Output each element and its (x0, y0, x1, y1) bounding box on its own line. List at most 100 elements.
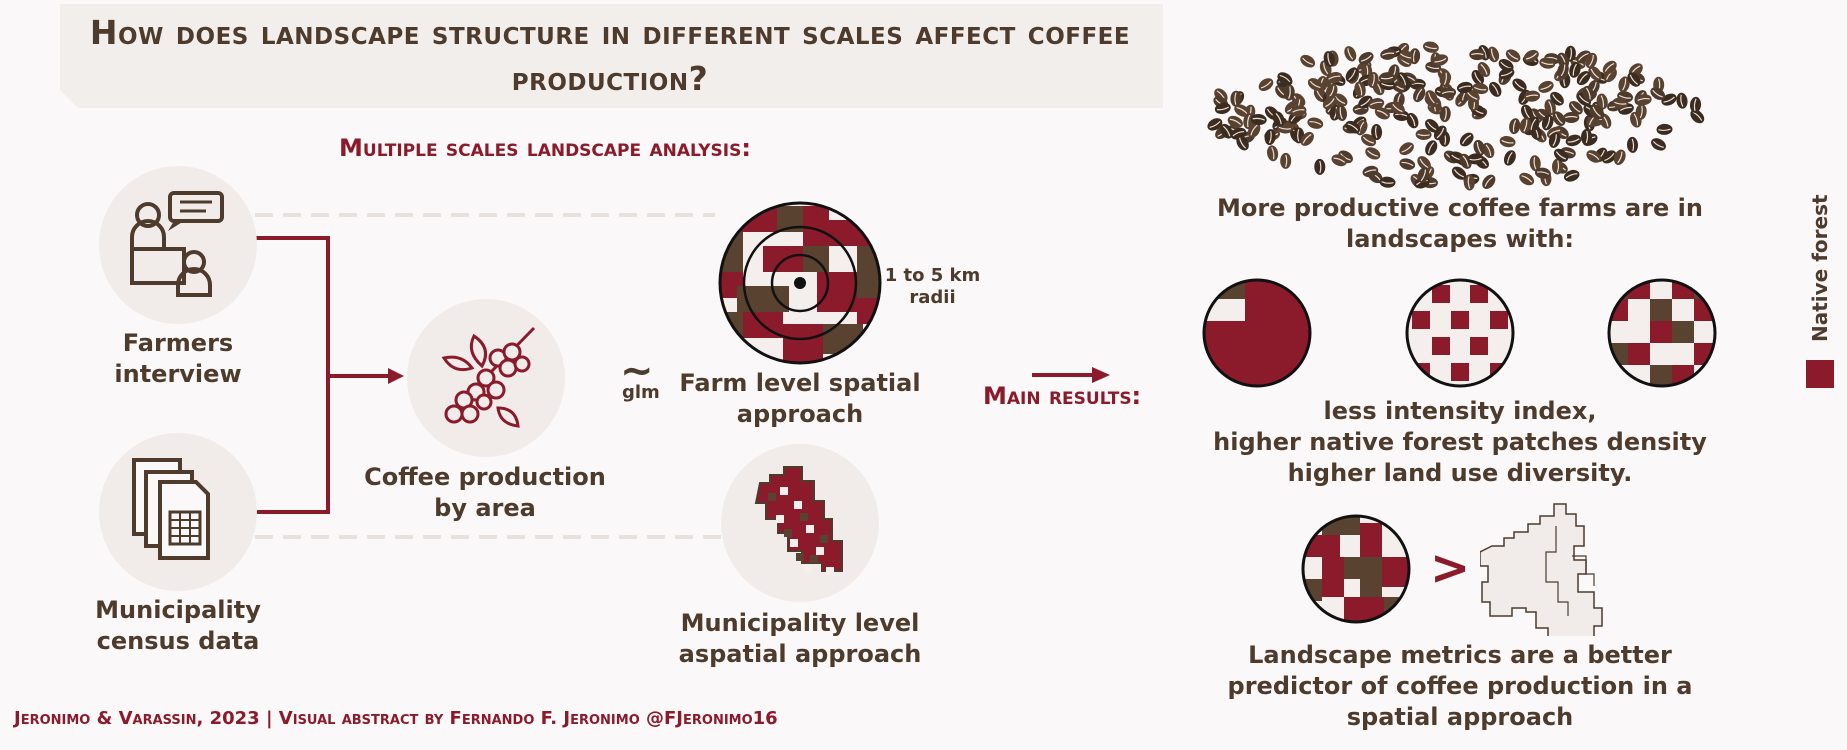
result-line-2: higher native forest patches density (1213, 428, 1707, 456)
coffee-bean (1488, 81, 1502, 97)
coffee-bean (1482, 142, 1495, 159)
coffee-bean (1331, 154, 1347, 167)
coffee-bean (1335, 105, 1347, 122)
coffee-bean (1307, 78, 1323, 91)
coffee-bean (1300, 54, 1316, 68)
coffee-bean (1499, 135, 1516, 148)
result-line-1: less intensity index, (1323, 397, 1597, 425)
greater-than-symbol: > (1430, 540, 1471, 596)
coffee-bean (1551, 158, 1564, 175)
coffee-bean (1326, 72, 1343, 84)
coffee-bean (1519, 172, 1535, 186)
coffee-bean (1258, 78, 1274, 91)
native-forest-legend-label: Native forest (1808, 194, 1832, 342)
page-title: How does landscape structure in differen… (89, 13, 1131, 98)
coffee-bean (1626, 136, 1639, 153)
coffee-bean (1487, 46, 1500, 63)
coffee-bean (1588, 66, 1602, 81)
coffee-bean (1527, 116, 1540, 133)
coffee-bean (1378, 72, 1395, 84)
coffee-bean (1227, 115, 1243, 128)
coffee-bean (1552, 111, 1566, 126)
landscape-example-large-patch (1202, 278, 1312, 388)
coffee-bean (1406, 112, 1419, 129)
farm-buffer-map (718, 201, 882, 365)
coffee-bean (1451, 166, 1467, 180)
coffee-bean (1214, 102, 1231, 115)
coffee-bean (1413, 86, 1426, 103)
coffee-bean (1563, 111, 1580, 124)
interview-icon (99, 166, 257, 324)
coffee-bean (1463, 174, 1475, 191)
coffee-bean (1397, 49, 1414, 62)
coffee-bean (1651, 138, 1666, 151)
coffee-bean (1422, 41, 1439, 53)
coffee-bean (1362, 165, 1379, 178)
coffee-bean (1582, 85, 1595, 102)
municipality-census-label: Municipality census data (95, 596, 261, 655)
municipality-outline-map (1480, 503, 1603, 636)
coffee-bean (1580, 128, 1593, 145)
farm-level-label: Farm level spatial approach (679, 369, 921, 428)
conclusion-text: Landscape metrics are a better predictor… (1227, 641, 1693, 731)
coffee-bean (1650, 87, 1666, 100)
coffee-bean (1505, 49, 1521, 63)
coffee-bean (1602, 60, 1617, 75)
glm-label: glm (622, 382, 660, 403)
coffee-bean (1661, 93, 1677, 106)
results-intro: More productive coffee farms are in land… (1217, 194, 1703, 253)
coffee-bean (1332, 93, 1348, 107)
coffee-bean (1569, 62, 1581, 78)
coffee-bean (1477, 62, 1491, 77)
coffee-bean (1469, 49, 1486, 61)
coffee-bean (1425, 90, 1438, 106)
coffee-bean (1399, 158, 1416, 170)
coffee-bean (1236, 135, 1249, 151)
census-documents-icon (99, 433, 257, 591)
coffee-bean (1618, 76, 1630, 93)
section-subtitle: Multiple scales landscape analysis: (339, 134, 751, 162)
coffee-bean (1690, 109, 1705, 124)
coffee-bean (1538, 80, 1554, 93)
coffee-bean (1563, 169, 1580, 182)
coffee-bean (1676, 92, 1688, 109)
coffee-bean (1417, 156, 1431, 171)
coffee-bean (1482, 174, 1496, 189)
coffee-bean (1613, 149, 1626, 166)
coffee-bean (1345, 120, 1361, 134)
coffee-bean (1345, 67, 1359, 83)
coffee-bean (1250, 113, 1267, 126)
coffee-bean (1656, 123, 1673, 135)
municipality-map-icon (721, 444, 879, 602)
result-line-3: higher land use diversity. (1287, 459, 1633, 487)
coffee-bean (1539, 57, 1556, 69)
tilde-symbol: ~ (620, 348, 654, 394)
coffee-bean (1596, 93, 1608, 110)
coffee-bean (1548, 132, 1561, 148)
coffee-bean (1280, 152, 1292, 169)
coffee-bean (1290, 105, 1307, 117)
coffee-bean (1565, 134, 1582, 147)
coffee-branch-icon (407, 299, 565, 457)
farmers-interview-label: Farmers interview (114, 329, 242, 388)
coffee-bean (1300, 131, 1314, 146)
coffee-bean (1361, 133, 1377, 147)
coffee-bean (1586, 150, 1602, 163)
coffee-bean (1550, 91, 1564, 106)
coffee-bean (1568, 100, 1583, 115)
coffee-bean (1267, 145, 1279, 162)
coffee-bean (1553, 148, 1569, 162)
coffee-bean (1220, 123, 1233, 139)
coffee-bean (1371, 124, 1383, 140)
coffee-bean (1322, 95, 1337, 110)
coffee-bean (1523, 49, 1539, 63)
coffee-bean (1541, 114, 1554, 131)
coffee-bean (1627, 72, 1641, 87)
coffee-bean (1432, 54, 1449, 66)
coffee-bean (1368, 98, 1385, 110)
landscape-example-many-patches (1405, 278, 1515, 388)
coffee-bean (1512, 78, 1527, 92)
radii-label: 1 to 5 km radii (884, 265, 981, 308)
coffee-bean (1524, 90, 1541, 102)
